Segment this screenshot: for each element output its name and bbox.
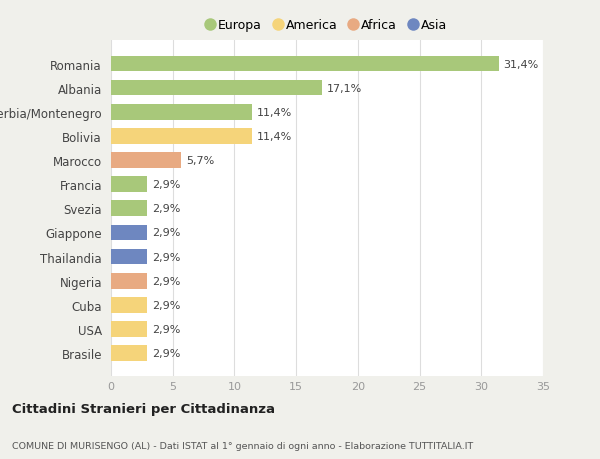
Bar [111,346,147,361]
Bar [111,81,322,96]
Text: 31,4%: 31,4% [503,59,539,69]
Text: 17,1%: 17,1% [327,84,362,94]
Bar [111,177,147,193]
Text: Cittadini Stranieri per Cittadinanza: Cittadini Stranieri per Cittadinanza [12,403,275,415]
Legend: Europa, America, Africa, Asia: Europa, America, Africa, Asia [202,14,452,37]
Text: 2,9%: 2,9% [152,252,180,262]
Bar [111,297,147,313]
Text: 2,9%: 2,9% [152,204,180,214]
Text: 11,4%: 11,4% [257,107,292,118]
Text: 5,7%: 5,7% [186,156,215,166]
Text: 2,9%: 2,9% [152,276,180,286]
Text: 2,9%: 2,9% [152,180,180,190]
Bar [111,225,147,241]
Bar [111,105,252,120]
Bar [111,321,147,337]
Text: 2,9%: 2,9% [152,228,180,238]
Text: 2,9%: 2,9% [152,348,180,358]
Bar [111,129,252,145]
Bar [111,153,181,168]
Text: 2,9%: 2,9% [152,324,180,334]
Bar [111,249,147,265]
Text: 2,9%: 2,9% [152,300,180,310]
Text: COMUNE DI MURISENGO (AL) - Dati ISTAT al 1° gennaio di ogni anno - Elaborazione : COMUNE DI MURISENGO (AL) - Dati ISTAT al… [12,441,473,450]
Bar [111,201,147,217]
Bar [111,273,147,289]
Bar [111,56,499,72]
Text: 11,4%: 11,4% [257,132,292,141]
